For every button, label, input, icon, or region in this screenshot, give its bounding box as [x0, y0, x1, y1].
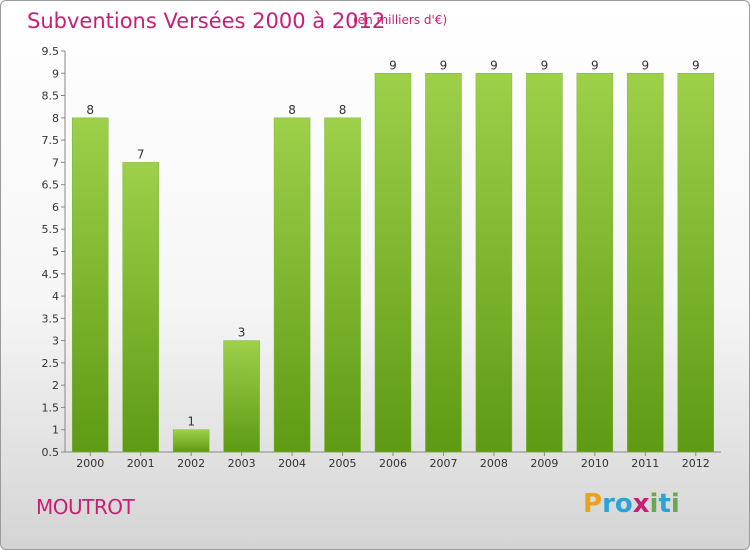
x-tick-label: 2001: [127, 457, 155, 470]
y-tick-label: 1.5: [42, 401, 60, 414]
y-tick-label: 6.5: [42, 179, 60, 192]
y-tick-label: 6: [52, 201, 59, 214]
y-tick-label: 7: [52, 156, 59, 169]
y-tick-label: 8.5: [42, 90, 60, 103]
chart-subtitle: (en milliers d'€): [353, 13, 448, 27]
logo-letter: x: [632, 489, 650, 519]
x-tick-label: 2012: [682, 457, 710, 470]
chart-bars: 8 7 1 3 8 8 9 9 9 9 9 9 9: [71, 58, 715, 453]
bar-2008: [475, 73, 513, 453]
y-tick-label: 9.5: [42, 45, 60, 58]
y-tick-label: 5: [52, 246, 59, 259]
y-tick-label: 1: [52, 424, 59, 437]
logo-letter: i: [649, 489, 659, 519]
proxiti-logo: Proxiti: [583, 489, 680, 519]
bar-2002: [172, 429, 210, 453]
bar-2003: [223, 340, 260, 453]
bar-value-label: 9: [641, 58, 649, 72]
y-tick-label: 0.5: [42, 446, 60, 459]
chart-title: Subventions Versées 2000 à 2012: [27, 9, 386, 33]
x-tick-label: 2002: [177, 457, 205, 470]
bar-value-label: 8: [288, 103, 296, 117]
bar-value-label: 1: [187, 415, 195, 429]
bar-value-label: 7: [137, 147, 145, 161]
x-tick-label: 2010: [581, 457, 609, 470]
logo-letter: r: [602, 489, 615, 519]
bar-2012: [677, 73, 715, 453]
bar-2004: [273, 117, 311, 453]
logo-letter: i: [670, 489, 680, 519]
bar-2007: [425, 73, 462, 453]
bar-2001: [122, 162, 159, 453]
logo-letter: t: [658, 489, 671, 519]
bar-2010: [576, 73, 614, 453]
bar-value-label: 3: [238, 326, 246, 340]
bar-value-label: 8: [339, 103, 347, 117]
bar-value-label: 9: [541, 58, 549, 72]
bar-value-label: 9: [440, 58, 448, 72]
bar-2009: [526, 73, 563, 453]
bar-2006: [374, 73, 412, 453]
bar-value-label: 9: [389, 58, 397, 72]
y-tick-label: 3.5: [42, 312, 60, 325]
chart-axes: 0.5 1 1.5 2 2.5 3 3.5 4 4.5 5 5.5 6 6.5 7 7.5 8 8.5 9 9.5 2…: [42, 45, 721, 470]
y-tick-label: 7.5: [42, 134, 60, 147]
y-tick-label: 4.5: [42, 268, 60, 281]
y-tick-label: 2: [52, 379, 59, 392]
x-tick-label: 2011: [631, 457, 659, 470]
logo-letter: o: [614, 489, 633, 519]
x-tick-label: 2008: [480, 457, 508, 470]
bar-2005: [324, 117, 361, 453]
bar-value-label: 9: [692, 58, 700, 72]
x-tick-label: 2000: [76, 457, 104, 470]
y-tick-label: 8: [52, 112, 59, 125]
y-tick-label: 3: [52, 335, 59, 348]
bar-value-label: 9: [490, 58, 498, 72]
x-tick-label: 2006: [379, 457, 407, 470]
x-tick-label: 2003: [228, 457, 256, 470]
y-tick-label: 5.5: [42, 223, 60, 236]
y-tick-label: 9: [52, 67, 59, 80]
y-tick-label: 2.5: [42, 357, 60, 370]
bar-value-label: 8: [86, 103, 94, 117]
x-tick-label: 2004: [278, 457, 306, 470]
bar-value-label: 9: [591, 58, 599, 72]
x-tick-label: 2005: [329, 457, 357, 470]
x-tick-label: 2009: [530, 457, 558, 470]
commune-name: MOUTROT: [36, 495, 135, 519]
x-tick-label: 2007: [429, 457, 457, 470]
bar-2011: [627, 73, 664, 453]
bar-2000: [71, 117, 109, 453]
y-tick-label: 4: [52, 290, 59, 303]
logo-letter: P: [583, 489, 603, 519]
